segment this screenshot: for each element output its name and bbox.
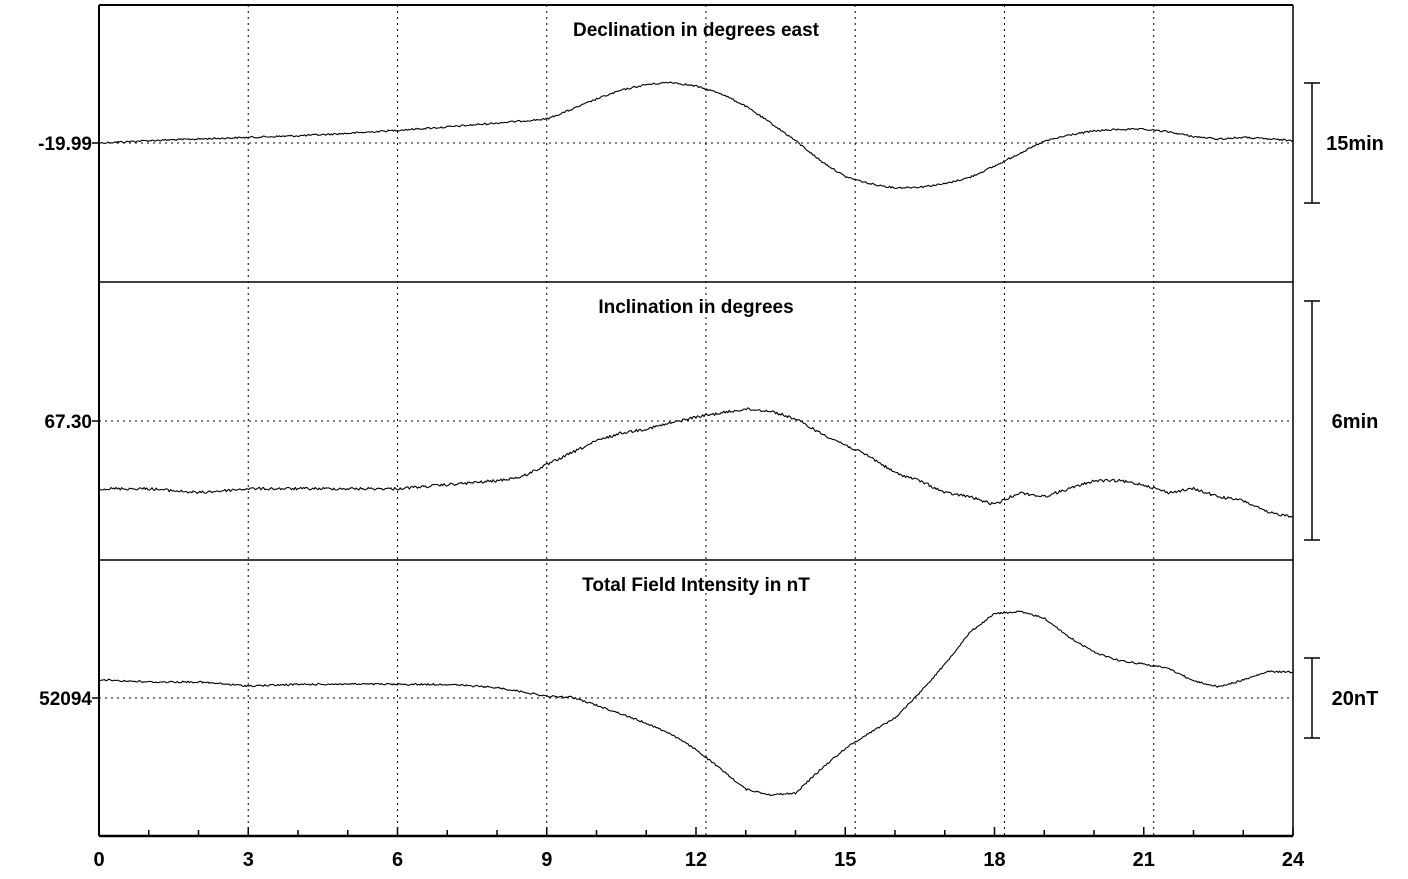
x-tick-label: 6 [392, 849, 403, 871]
frame-layer [92, 4, 1320, 838]
panel-title: Total Field Intensity in nT [582, 575, 810, 596]
baseline-value-label: -19.99 [38, 134, 92, 155]
series-layer [98, 81, 1294, 797]
scale-label: 20nT [1332, 688, 1379, 710]
baseline-value-label: 67.30 [44, 412, 92, 433]
grid-layer [99, 5, 1293, 836]
scale-label: 15min [1326, 133, 1384, 155]
label-layer: 0 3 6 9 12 15 18 21 24 -19.99 Declination in degre… [38, 20, 1384, 871]
x-tick-label: 9 [541, 849, 552, 871]
x-tick-label: 21 [1133, 849, 1155, 871]
x-tick-label: 12 [685, 849, 707, 871]
x-tick-label: 0 [93, 849, 104, 871]
series-line [98, 407, 1294, 518]
baseline-value-label: 52094 [39, 689, 92, 710]
panel-title: Inclination in degrees [598, 297, 793, 318]
x-tick-label: 3 [243, 849, 254, 871]
x-tick-label: 18 [983, 849, 1005, 871]
x-tick-label: 24 [1282, 849, 1305, 871]
series-line [98, 610, 1294, 797]
series-line [98, 81, 1294, 189]
panel-title: Declination in degrees east [573, 20, 820, 41]
x-tick-label: 15 [834, 849, 856, 871]
scale-label: 6min [1332, 411, 1379, 433]
